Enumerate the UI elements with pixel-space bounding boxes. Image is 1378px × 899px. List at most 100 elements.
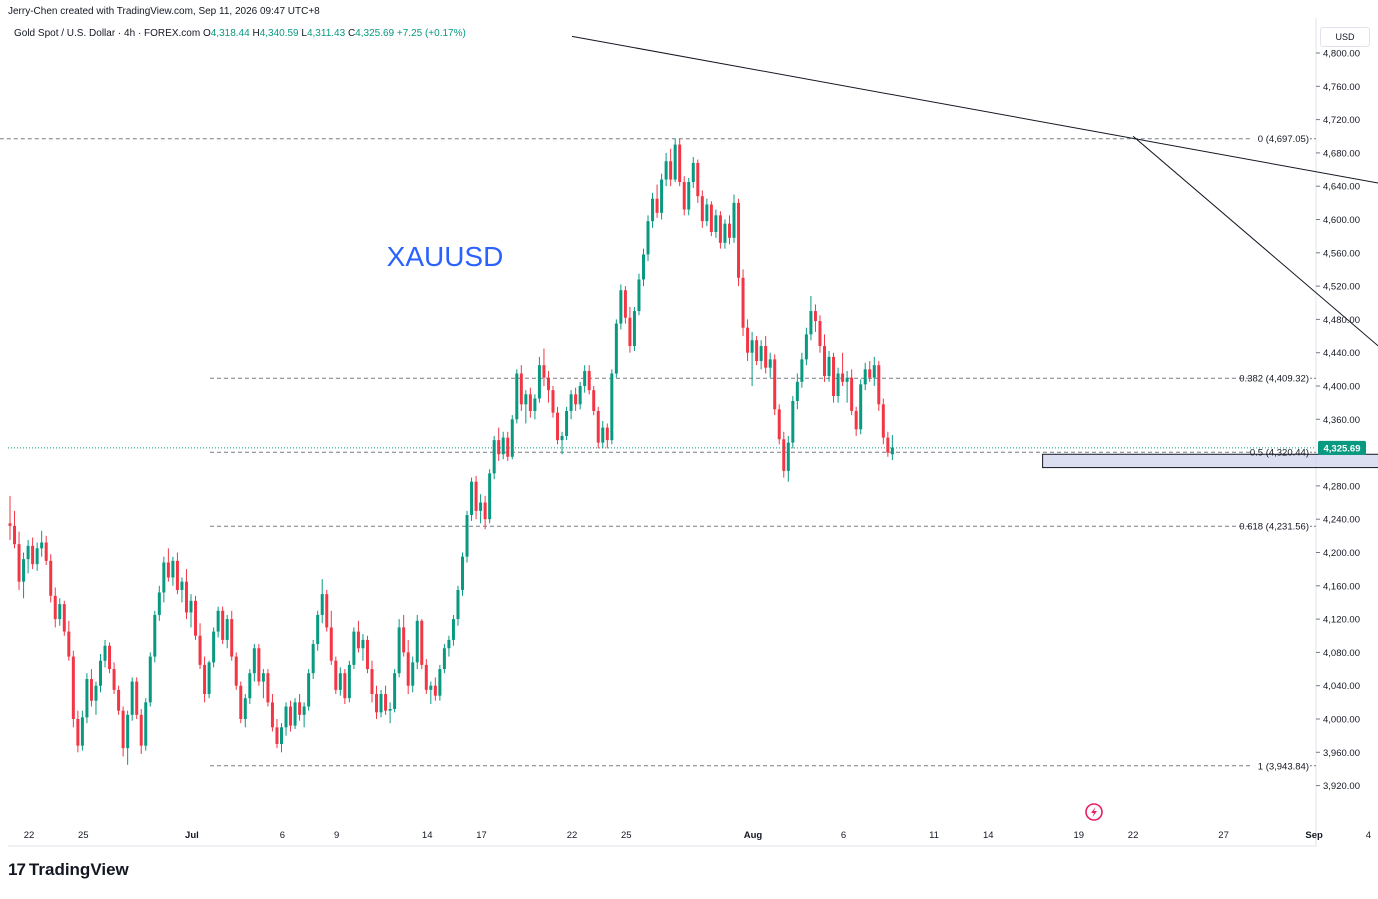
candle: [58, 598, 62, 626]
candle: [700, 190, 704, 228]
candle: [139, 709, 143, 754]
candle: [194, 595, 198, 640]
current-price-label: 4,325.69: [1324, 443, 1361, 454]
candle-body: [764, 346, 768, 368]
candle-body: [212, 631, 216, 663]
candle: [592, 386, 596, 416]
candle: [822, 334, 826, 382]
candle: [279, 723, 283, 753]
currency-selector[interactable]: USD: [1320, 27, 1370, 47]
candle-body: [320, 594, 324, 615]
candle: [85, 673, 89, 724]
price-change: +7.25 (+0.17%): [396, 28, 466, 39]
candle: [714, 209, 718, 238]
candle: [248, 669, 252, 705]
y-tick-label: 3,960.00: [1323, 748, 1360, 759]
candle-body: [325, 594, 329, 628]
candle: [212, 627, 216, 668]
y-tick-label: 4,520.00: [1323, 282, 1360, 293]
candle-body: [44, 542, 48, 561]
price-axis[interactable]: 3,920.00 3,960.00 4,000.00 4,040.00 4,080.00…: [1316, 49, 1360, 793]
candle-body: [338, 673, 342, 690]
candle: [298, 694, 302, 721]
candle: [795, 373, 799, 410]
candle-body: [746, 327, 750, 353]
candle: [755, 336, 759, 366]
candle: [501, 431, 505, 460]
candle: [777, 404, 781, 445]
candle: [221, 606, 225, 645]
candle-body: [497, 440, 501, 455]
candle: [388, 702, 392, 724]
support-zone[interactable]: [1042, 453, 1378, 469]
candle: [375, 685, 379, 719]
fibonacci-retracement[interactable]: 0 (4,697.05) 0.382 (4,409.32) 0.5 (4,320.4…: [0, 134, 1316, 772]
candle: [741, 269, 745, 337]
candle: [302, 702, 306, 728]
candle: [610, 369, 614, 445]
candle-body: [578, 386, 582, 405]
candle: [329, 610, 333, 665]
candle-body: [682, 182, 686, 210]
candle-body: [171, 560, 175, 578]
candle-body: [845, 377, 849, 382]
candle: [49, 554, 53, 603]
candle: [447, 635, 451, 657]
candle: [17, 531, 21, 590]
candle-body: [528, 394, 532, 411]
candle-body: [451, 619, 455, 640]
candle: [845, 371, 849, 403]
candle: [393, 669, 397, 713]
candle: [515, 369, 519, 424]
current-price-marker: 4,325.69: [8, 440, 1366, 455]
y-tick-label: 4,160.00: [1323, 581, 1360, 592]
candle: [813, 304, 817, 332]
candle-body: [279, 727, 283, 744]
symbol-description[interactable]: Gold Spot / U.S. Dollar · 4h · FOREX.com: [14, 28, 201, 39]
ohlc-high: H4,340.59: [252, 28, 298, 39]
candle-body: [623, 290, 627, 318]
candle-body: [361, 639, 365, 649]
candle-body: [411, 662, 415, 686]
candle: [130, 677, 134, 721]
low-value: 4,311.43: [306, 28, 346, 39]
candle-body: [610, 373, 614, 441]
candle-body: [420, 620, 424, 665]
candle-body: [352, 631, 356, 665]
candle: [601, 420, 605, 449]
candle: [35, 542, 39, 571]
candle: [578, 381, 582, 410]
candle-body: [791, 400, 795, 443]
candle: [216, 606, 220, 638]
candle-body: [175, 560, 179, 590]
trendlines[interactable]: [571, 35, 1378, 379]
candle: [596, 406, 600, 449]
candle-body: [184, 581, 188, 613]
tradingview-brand[interactable]: 17 TradingView: [8, 860, 129, 880]
candle-body: [406, 652, 410, 686]
candle-body: [117, 689, 121, 711]
candle: [841, 352, 845, 386]
candle: [275, 719, 279, 749]
candle-body: [375, 694, 379, 713]
time-axis[interactable]: 2225Jul6914172225Aug61114192227Sep491217…: [24, 830, 1378, 841]
candle: [67, 620, 71, 661]
x-tick-label: 14: [422, 830, 433, 841]
support-zone-rect: [1042, 453, 1378, 469]
candle-body: [637, 279, 641, 312]
candle-body: [58, 604, 62, 620]
candle: [664, 152, 668, 187]
candle-body: [393, 673, 397, 710]
candle: [854, 406, 858, 436]
candle: [112, 662, 116, 695]
x-tick-label: Aug: [744, 830, 763, 841]
candle-body: [488, 473, 492, 520]
x-tick-label: 19: [1074, 830, 1085, 841]
candle-body: [153, 614, 157, 657]
candle-body: [863, 369, 867, 385]
candle: [574, 387, 578, 411]
candle-body: [628, 317, 632, 347]
alert-icon[interactable]: [1085, 803, 1103, 821]
